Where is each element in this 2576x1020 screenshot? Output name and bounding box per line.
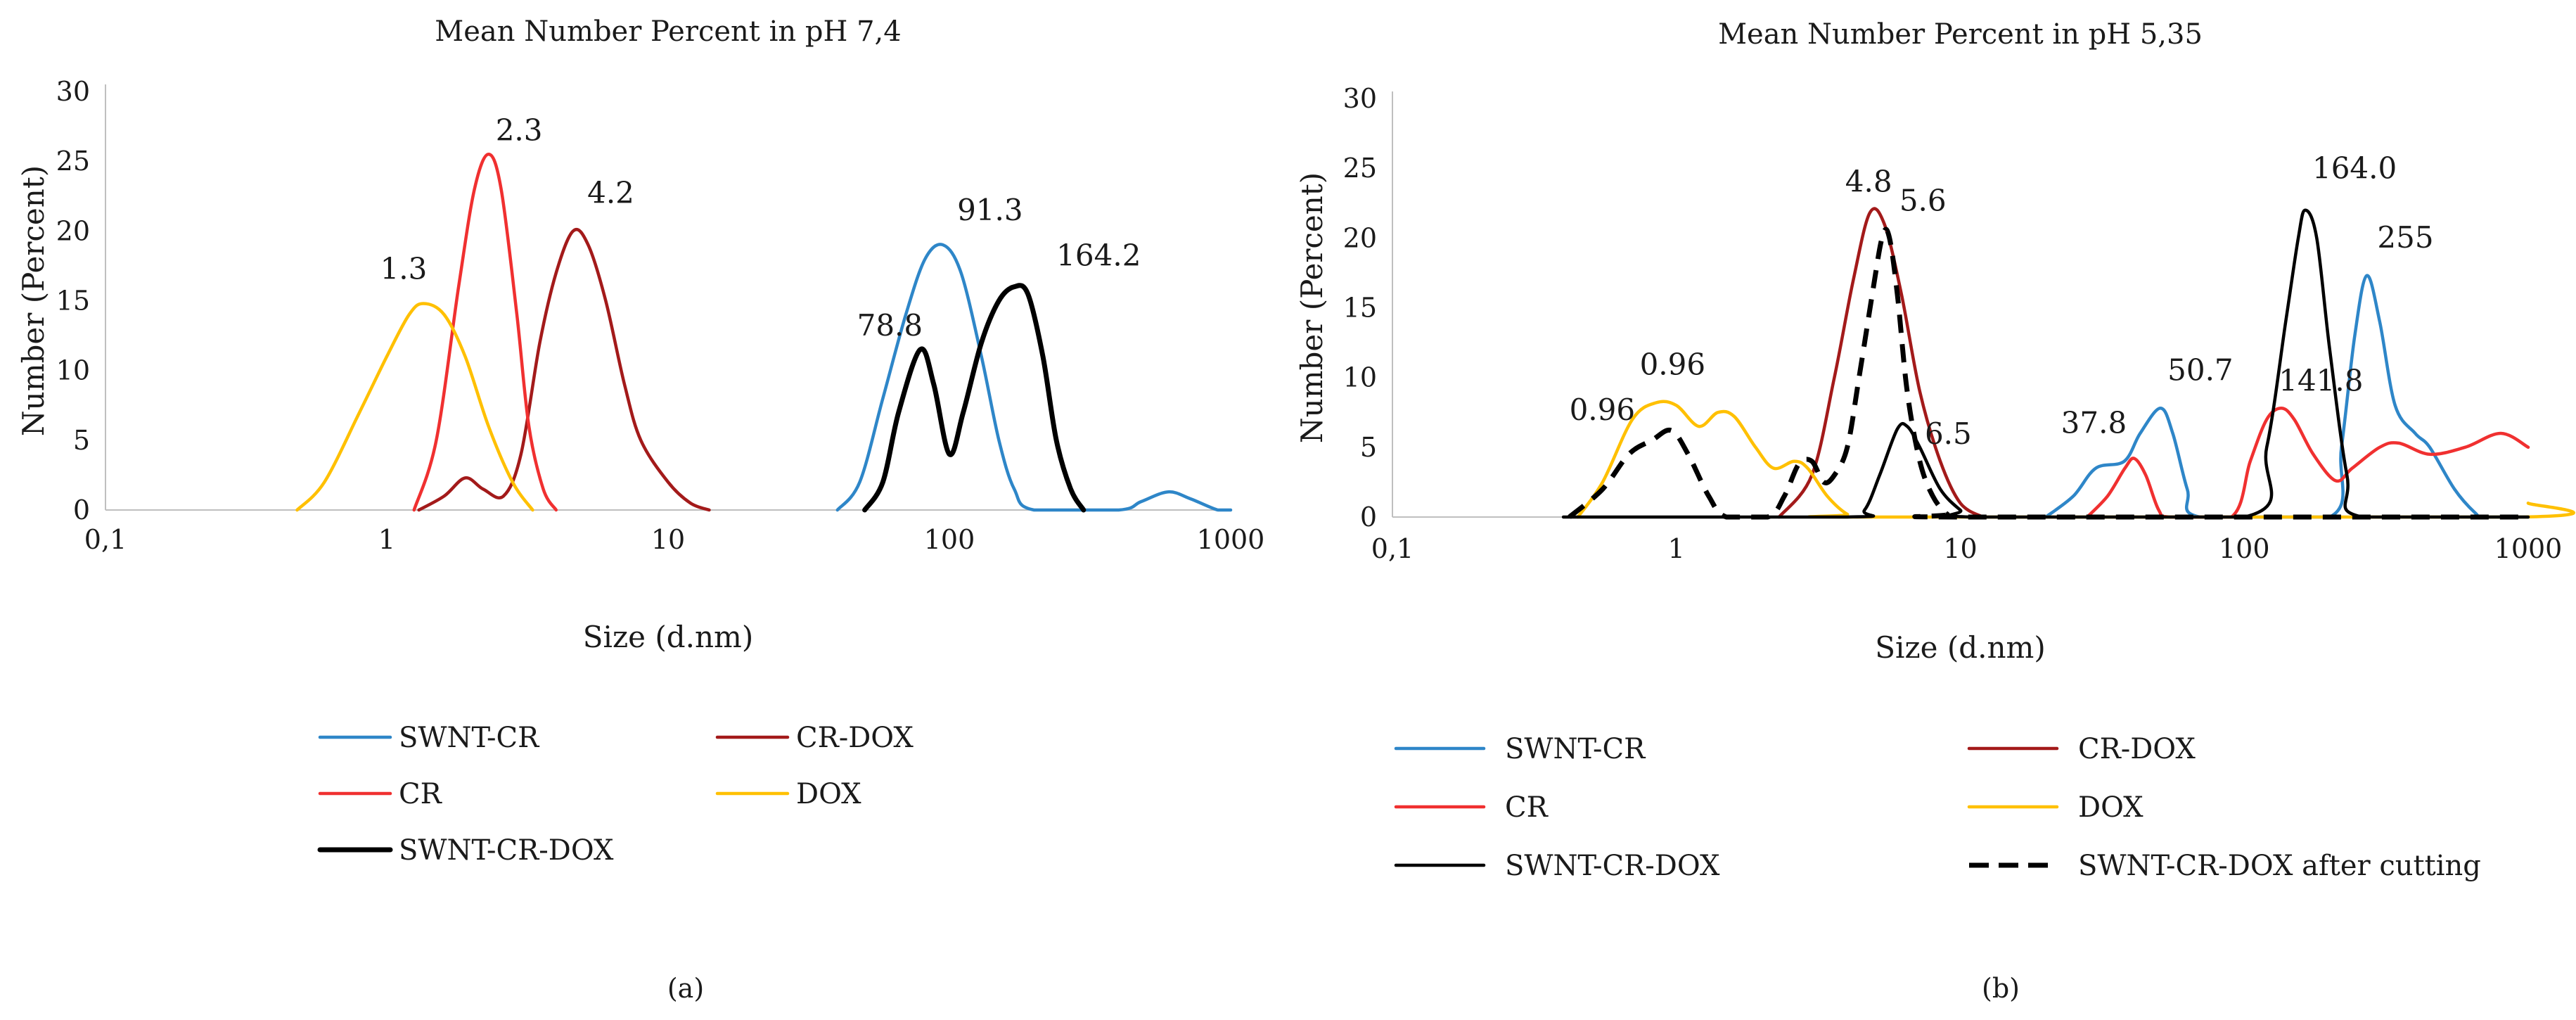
x-tick-label: 1	[1668, 533, 1685, 564]
data-label: 6.5	[1925, 416, 1972, 451]
x-tick-label: 100	[2219, 533, 2270, 564]
data-label: 5.6	[1899, 183, 1947, 217]
data-label: 50.7	[2167, 352, 2234, 387]
data-label: 4.8	[1845, 165, 1892, 199]
legend-label-swnt-cr-dox: SWNT-CR-DOX	[1505, 850, 1720, 882]
y-tick-label: 15	[56, 286, 90, 317]
y-tick-label: 10	[1343, 362, 1377, 393]
x-axis-label: Size (d.nm)	[1875, 630, 2045, 665]
data-label: 255	[2377, 220, 2433, 255]
series-line-cr	[2085, 407, 2530, 519]
series-line-swnt-cr-dox	[1561, 208, 2530, 519]
x-tick-label: 1000	[2494, 533, 2563, 564]
data-label: 78.8	[857, 308, 923, 343]
x-tick-label: 1	[378, 524, 395, 555]
y-tick-label: 20	[1343, 222, 1377, 253]
series-line-swnt-cr-dox	[862, 283, 1087, 513]
y-axis-label: Number (Percent)	[16, 165, 51, 436]
y-tick-label: 0	[73, 495, 90, 525]
data-label: 37.8	[2061, 406, 2127, 440]
chart-panel-b: Mean Number Percent in pH 5,35 0 5 10 15 20 25…	[1295, 18, 2575, 1004]
series-line-dox	[295, 302, 534, 512]
y-tick-label: 15	[1343, 293, 1377, 324]
series-line-cr	[412, 153, 558, 512]
y-tick-label: 25	[56, 146, 90, 177]
data-label: 4.2	[587, 175, 634, 210]
y-tick-label: 0	[1360, 502, 1377, 533]
panel-label: (a)	[667, 973, 704, 1004]
legend-label-swnt-cr-dox: SWNT-CR-DOX	[399, 834, 614, 867]
data-label: 0.96	[1640, 347, 1706, 381]
legend-label-dox: DOX	[2078, 791, 2144, 824]
y-tick-label: 10	[56, 355, 90, 386]
legend-label-cr: CR	[399, 778, 443, 810]
panel-label: (b)	[1982, 973, 2020, 1004]
x-tick-label: 0,1	[84, 524, 127, 555]
data-label: 1.3	[380, 251, 428, 286]
chart-title: Mean Number Percent in pH 5,35	[1718, 18, 2203, 51]
series-line-dox	[1576, 400, 2575, 519]
chart-title: Mean Number Percent in pH 7,4	[435, 15, 901, 48]
data-label: 164.2	[1056, 238, 1141, 273]
legend-label-cr-dox: CR-DOX	[2078, 733, 2196, 765]
legend-label-cr-dox: CR-DOX	[796, 722, 914, 754]
x-axis-label: Size (d.nm)	[583, 620, 753, 654]
data-label: 141.8	[2279, 363, 2363, 397]
y-tick-label: 5	[73, 425, 90, 456]
legend-label-swnt-cr: SWNT-CR	[399, 722, 540, 754]
y-tick-label: 20	[56, 215, 90, 246]
x-tick-label: 1000	[1197, 524, 1265, 555]
chart-panel-a: Mean Number Percent in pH 7,4 0 5 10 15 20 25 3…	[16, 15, 1264, 1004]
y-tick-label: 30	[56, 76, 90, 107]
y-tick-label: 30	[1343, 83, 1377, 114]
legend-label-cr: CR	[1505, 791, 1549, 824]
series-line-swnt-cr	[835, 243, 1233, 512]
x-tick-label: 100	[924, 524, 975, 555]
legend-label-swnt-cr: SWNT-CR	[1505, 733, 1646, 765]
x-tick-label: 10	[651, 524, 685, 555]
series-line-cr-dox	[1777, 207, 1985, 519]
data-label: 0.96	[1570, 393, 1636, 427]
y-axis-label: Number (Percent)	[1295, 172, 1329, 443]
x-tick-label: 10	[1943, 533, 1977, 564]
data-label: 164.0	[2312, 151, 2397, 186]
series-line-swnt-cr-dox-after-cutting	[1568, 227, 2528, 520]
series-line-cr-dox	[417, 228, 711, 512]
data-label: 2.3	[496, 113, 543, 147]
data-label: 91.3	[957, 193, 1023, 227]
y-tick-label: 25	[1343, 153, 1377, 184]
legend-label-swnt-cr-dox-after-cutting: SWNT-CR-DOX after cutting	[2078, 850, 2481, 882]
legend-label-dox: DOX	[796, 778, 861, 810]
y-tick-label: 5	[1360, 432, 1377, 463]
x-tick-label: 0,1	[1371, 533, 1414, 564]
